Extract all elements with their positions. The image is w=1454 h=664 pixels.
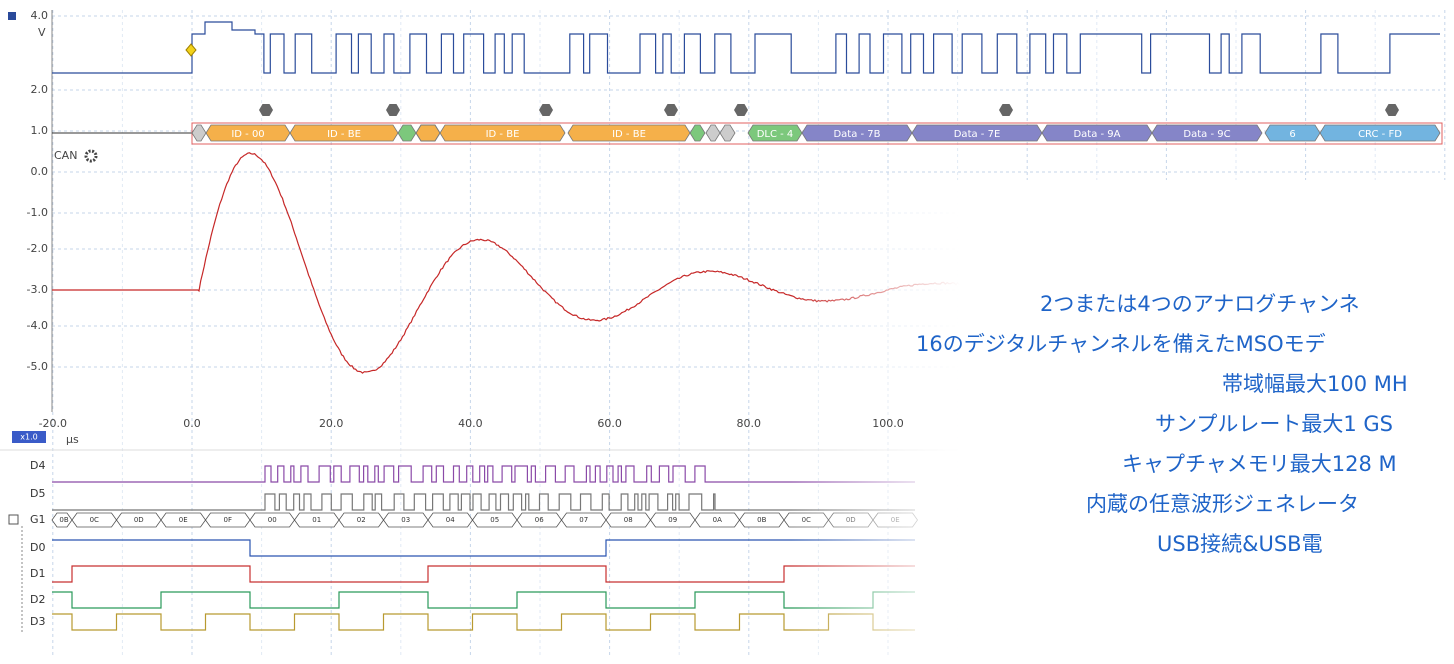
packet (289, 124, 399, 142)
bit-field (689, 124, 706, 142)
packet-label: Data - 7E (954, 129, 1001, 140)
fade (790, 180, 960, 664)
channel-marker (8, 12, 16, 20)
digital-trace (52, 613, 915, 631)
y-label: -5.0 (27, 360, 48, 373)
packet-label: ID - BE (327, 129, 361, 140)
marker[interactable] (664, 104, 678, 116)
channel-name: D1 (30, 567, 45, 580)
feature-line: USB接続&USB電 (1157, 532, 1323, 556)
bus-value: 0D (134, 516, 144, 524)
packet-label: ID - 00 (231, 129, 264, 140)
collapse-button[interactable] (8, 514, 19, 525)
marker[interactable] (386, 104, 400, 116)
y-label: 1.0 (31, 124, 49, 137)
packet-label: ID - BE (612, 129, 646, 140)
channel-name: D2 (30, 593, 45, 606)
marker[interactable] (1385, 104, 1399, 116)
feature-line: キャプチャメモリ最大128 M (1122, 452, 1397, 476)
marker[interactable] (999, 104, 1013, 116)
marker[interactable] (259, 104, 273, 116)
channel-name: D3 (30, 615, 45, 628)
packet (1319, 124, 1441, 142)
packet-label: Data - 7B (833, 129, 880, 140)
trigger (185, 43, 197, 57)
x-label: 100.0 (872, 417, 904, 430)
zoom: x1.0 (20, 433, 37, 442)
packet (1151, 124, 1263, 142)
feature-line: 内蔵の任意波形ジェネレータ (1086, 492, 1359, 516)
y-label: 2.0 (31, 83, 49, 96)
bit-field (191, 124, 207, 142)
packet-label: 6 (1289, 129, 1295, 140)
bit-field (705, 124, 721, 142)
zoom-badge[interactable] (12, 431, 46, 443)
bus-value: 0E (179, 516, 188, 524)
channel-label: CAN (54, 149, 77, 162)
bus-value: 05 (490, 516, 499, 524)
packet-label: CRC - FD (1358, 129, 1402, 140)
bus-value: 0C (90, 516, 99, 524)
bus-value: 02 (357, 516, 366, 524)
x-label: 20.0 (319, 417, 344, 430)
digital-trace (52, 493, 915, 511)
can-wave (52, 21, 1440, 74)
channel-name: D4 (30, 459, 45, 472)
digital-trace (52, 591, 915, 609)
channel-name: D5 (30, 487, 45, 500)
bus-value: 00 (268, 516, 277, 524)
packet-label: DLC - 4 (757, 129, 794, 140)
y-label: -3.0 (27, 283, 48, 296)
channel-name: D0 (30, 541, 45, 554)
x-unit: µs (66, 433, 79, 446)
field (415, 124, 441, 142)
channel-name: G1 (30, 513, 46, 526)
y-label: 0.0 (31, 165, 49, 178)
bus-value: 0F (224, 516, 232, 524)
feature-line: サンプルレート最大1 GS (1155, 412, 1393, 436)
fade (960, 180, 1454, 664)
unit-label: V (38, 26, 46, 39)
bus-value: 07 (579, 516, 588, 524)
feature-line: 2つまたは4つのアナログチャンネ (1040, 292, 1360, 316)
bus-value: 04 (446, 516, 455, 524)
bus-value: 01 (312, 516, 321, 524)
feature-line: 16のデジタルチャンネルを備えたMSOモデ (916, 332, 1326, 356)
x-label: -20.0 (39, 417, 67, 430)
bit-field (719, 124, 736, 142)
y-label: -2.0 (27, 242, 48, 255)
digital-trace (52, 539, 915, 557)
x-label: 0.0 (183, 417, 201, 430)
bus-value: 0B (757, 516, 766, 524)
packet-label: Data - 9A (1073, 129, 1120, 140)
packet (439, 124, 566, 142)
x-label: 60.0 (597, 417, 622, 430)
digital-trace (52, 465, 915, 483)
y-label: -1.0 (27, 206, 48, 219)
marker[interactable] (734, 104, 748, 116)
bus-value: 09 (668, 516, 677, 524)
digital-trace (52, 565, 915, 583)
packet-label: Data - 9C (1183, 129, 1230, 140)
bus-value: 0A (713, 516, 722, 524)
bus-value: 08 (624, 516, 633, 524)
x-label: 80.0 (737, 417, 762, 430)
settings-icon[interactable] (84, 149, 98, 163)
packet-label: ID - BE (486, 129, 520, 140)
packet (567, 124, 691, 142)
feature-line: 帯域幅最大100 MH (1222, 372, 1408, 396)
bus-value: 06 (535, 516, 544, 524)
y-label: 4.0 (31, 9, 49, 22)
bus-value: 0B (59, 516, 68, 524)
marker[interactable] (539, 104, 553, 116)
bus-value: 03 (401, 516, 410, 524)
y-label: -4.0 (27, 319, 48, 332)
x-label: 40.0 (458, 417, 483, 430)
